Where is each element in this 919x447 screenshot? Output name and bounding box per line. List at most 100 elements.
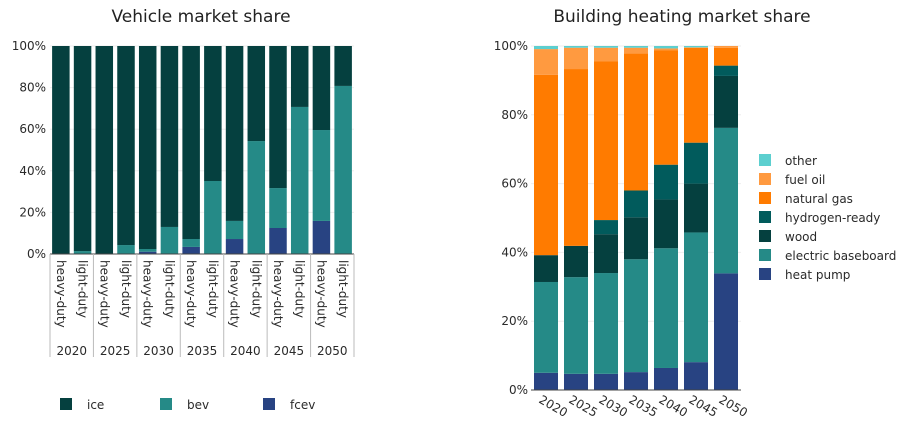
bar-heat-pump bbox=[684, 362, 708, 390]
bar-ice bbox=[138, 46, 157, 250]
legend-item-natural-gas: natural gas bbox=[759, 192, 853, 206]
bar-bev bbox=[290, 106, 309, 254]
bar-natural-gas bbox=[654, 50, 678, 165]
legend-swatch bbox=[759, 154, 771, 166]
bar-heat-pump bbox=[594, 373, 618, 390]
x-subcategory-label: light-duty bbox=[76, 260, 90, 318]
x-tick-label: 2045 bbox=[687, 392, 720, 419]
x-group-label: 2035 bbox=[187, 344, 218, 358]
x-group-label: 2050 bbox=[317, 344, 348, 358]
bar-bev bbox=[73, 251, 92, 254]
bar-electric-baseboard bbox=[684, 232, 708, 363]
x-group-label: 2030 bbox=[143, 344, 174, 358]
x-group-label: 2020 bbox=[56, 344, 87, 358]
bar-wood bbox=[714, 75, 738, 128]
x-group-label: 2045 bbox=[274, 344, 305, 358]
legend-label: natural gas bbox=[785, 192, 853, 206]
bar-bev bbox=[160, 226, 179, 254]
bar-ice bbox=[95, 46, 114, 254]
x-tick-label: 2020 bbox=[537, 392, 570, 419]
bar-other bbox=[534, 46, 558, 50]
bar-wood bbox=[564, 245, 588, 278]
bar-hydrogen-ready bbox=[594, 220, 618, 235]
bar-bev bbox=[117, 245, 135, 254]
bar-wood bbox=[624, 217, 648, 260]
bar-ice bbox=[73, 46, 92, 252]
x-subcategory-label: light-duty bbox=[249, 260, 263, 318]
bar-electric-baseboard bbox=[534, 281, 558, 373]
legend-item-ice: ice bbox=[60, 398, 104, 412]
legend-item-wood: wood bbox=[759, 230, 817, 244]
bar-bev bbox=[247, 141, 266, 254]
bar-other bbox=[564, 46, 588, 48]
bar-fuel-oil bbox=[654, 48, 678, 51]
legend-item-heat-pump: heat pump bbox=[759, 268, 850, 282]
legend-item-fuel-oil: fuel oil bbox=[759, 173, 825, 187]
x-subcategory-label: heavy-duty bbox=[184, 260, 198, 328]
bar-other bbox=[624, 46, 648, 48]
legend-label: fuel oil bbox=[785, 173, 825, 187]
bar-fcev bbox=[138, 251, 157, 254]
bar-hydrogen-ready bbox=[654, 164, 678, 200]
bar-fuel-oil bbox=[564, 47, 588, 70]
bar-other bbox=[654, 46, 678, 49]
legend-item-electric-baseboard: electric baseboard bbox=[759, 249, 896, 263]
x-subcategory-label: heavy-duty bbox=[228, 260, 242, 328]
bar-electric-baseboard bbox=[624, 259, 648, 373]
bar-ice bbox=[312, 46, 331, 131]
bar-ice bbox=[160, 46, 179, 227]
bar-wood bbox=[534, 255, 558, 282]
x-group-label: 2025 bbox=[100, 344, 131, 358]
x-tick-label: 2030 bbox=[597, 392, 630, 419]
bar-ice bbox=[117, 46, 135, 246]
y-tick-label: 0% bbox=[27, 247, 46, 261]
x-subcategory-label: heavy-duty bbox=[314, 260, 328, 328]
bar-bev bbox=[269, 188, 287, 228]
y-tick-label: 60% bbox=[501, 177, 528, 191]
bar-heat-pump bbox=[714, 273, 738, 390]
x-subcategory-label: heavy-duty bbox=[54, 260, 68, 328]
legend-label: other bbox=[785, 154, 817, 168]
bar-natural-gas bbox=[594, 61, 618, 221]
bar-bev bbox=[138, 249, 157, 252]
x-tick-label: 2025 bbox=[567, 392, 600, 419]
bar-ice bbox=[225, 46, 244, 221]
y-tick-label: 80% bbox=[501, 108, 528, 122]
y-tick-label: 80% bbox=[19, 81, 46, 95]
legend-label: hydrogen-ready bbox=[785, 211, 880, 225]
legend-swatch bbox=[759, 230, 771, 242]
chart-title: Vehicle market share bbox=[111, 7, 290, 27]
bar-electric-baseboard bbox=[714, 127, 738, 274]
y-tick-label: 60% bbox=[19, 122, 46, 136]
bar-fcev bbox=[182, 246, 200, 254]
x-group-label: 2040 bbox=[230, 344, 261, 358]
bar-natural-gas bbox=[714, 47, 738, 66]
x-subcategory-label: heavy-duty bbox=[97, 260, 111, 328]
chart-title: Building heating market share bbox=[553, 7, 810, 27]
bar-fcev bbox=[225, 239, 244, 254]
legend-swatch bbox=[759, 268, 771, 280]
legend-swatch bbox=[759, 249, 771, 261]
bar-other bbox=[684, 46, 708, 48]
y-tick-label: 20% bbox=[19, 205, 46, 219]
x-subcategory-label: light-duty bbox=[162, 260, 176, 318]
bar-electric-baseboard bbox=[654, 248, 678, 368]
legend-swatch bbox=[759, 173, 771, 185]
y-tick-label: 40% bbox=[501, 245, 528, 259]
x-subcategory-label: light-duty bbox=[206, 260, 220, 318]
legend-item-fcev: fcev bbox=[263, 398, 315, 412]
legend-item-hydrogen-ready: hydrogen-ready bbox=[759, 211, 880, 225]
bar-fuel-oil bbox=[624, 47, 648, 54]
legend-label: bev bbox=[187, 398, 209, 412]
bar-ice bbox=[290, 46, 309, 107]
bar-electric-baseboard bbox=[564, 277, 588, 374]
x-subcategory-label: light-duty bbox=[119, 260, 133, 318]
y-tick-label: 40% bbox=[19, 164, 46, 178]
legend-swatch bbox=[60, 398, 72, 410]
x-subcategory-label: light-duty bbox=[293, 260, 307, 318]
bar-ice bbox=[182, 46, 200, 240]
x-subcategory-label: heavy-duty bbox=[271, 260, 285, 328]
bar-ice bbox=[52, 46, 70, 254]
y-tick-label: 0% bbox=[509, 383, 528, 397]
